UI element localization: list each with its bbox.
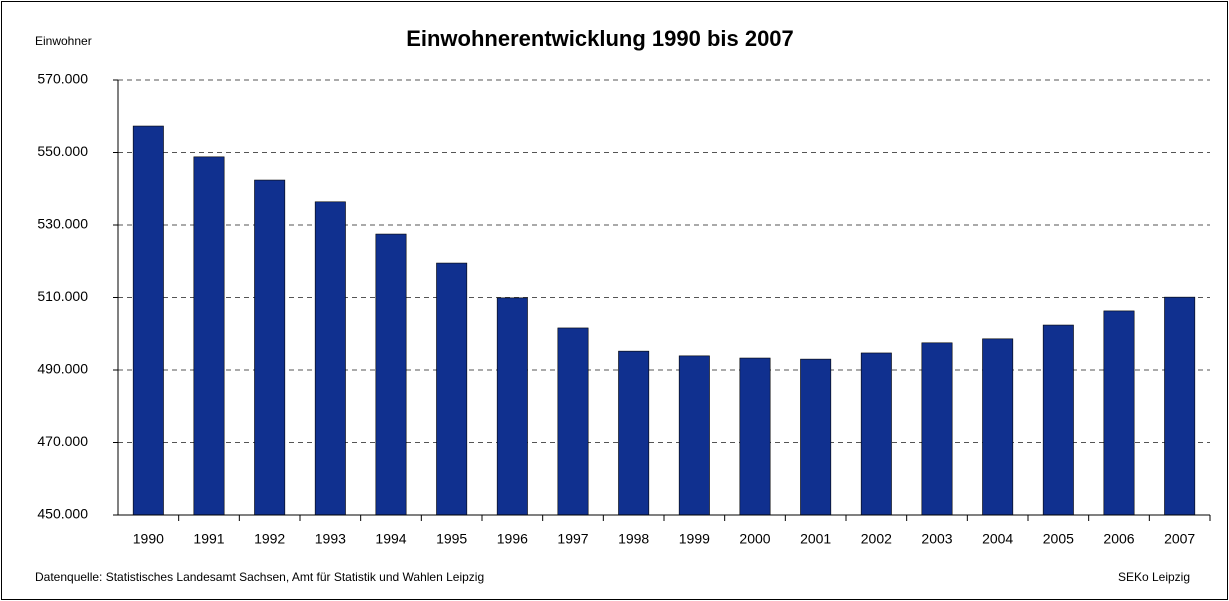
bar xyxy=(436,262,468,516)
x-tick-label: 2004 xyxy=(982,531,1013,547)
bar xyxy=(1042,324,1074,516)
x-tick-label: 1992 xyxy=(254,531,285,547)
x-tick-label: 1994 xyxy=(375,531,406,547)
x-tick-label: 2002 xyxy=(861,531,892,547)
bar xyxy=(739,357,771,516)
bar xyxy=(314,201,346,516)
x-tick-label: 1998 xyxy=(618,531,649,547)
y-tick-label: 530.000 xyxy=(37,216,88,232)
x-tick-label: 1999 xyxy=(679,531,710,547)
y-tick-label: 510.000 xyxy=(37,288,88,304)
bar xyxy=(618,350,650,516)
bar xyxy=(132,125,164,516)
bar xyxy=(860,352,892,516)
y-tick-label: 490.000 xyxy=(37,361,88,377)
y-axis-label: Einwohner xyxy=(35,34,92,48)
x-tick-label: 2003 xyxy=(921,531,952,547)
bar xyxy=(254,179,286,516)
credit: SEKo Leipzig xyxy=(1118,570,1190,584)
bar xyxy=(678,355,710,516)
bar xyxy=(557,327,589,516)
x-tick-label: 1990 xyxy=(133,531,164,547)
x-tick-label: 2000 xyxy=(739,531,770,547)
bar xyxy=(982,338,1014,516)
bar xyxy=(1164,296,1196,516)
bar xyxy=(921,342,953,516)
x-tick-label: 2007 xyxy=(1164,531,1195,547)
y-tick-label: 550.000 xyxy=(37,143,88,159)
y-tick-label: 570.000 xyxy=(37,71,88,87)
chart-title: Einwohnerentwicklung 1990 bis 2007 xyxy=(406,26,794,51)
y-tick-label: 470.000 xyxy=(37,433,88,449)
x-tick-label: 1991 xyxy=(193,531,224,547)
x-tick-label: 2005 xyxy=(1043,531,1074,547)
bar xyxy=(375,233,407,516)
x-tick-label: 1993 xyxy=(315,531,346,547)
source-note: Datenquelle: Statistisches Landesamt Sac… xyxy=(35,570,484,584)
bar xyxy=(193,156,225,516)
x-tick-label: 2001 xyxy=(800,531,831,547)
x-tick-label: 2006 xyxy=(1103,531,1134,547)
y-tick-label: 450.000 xyxy=(37,506,88,522)
bar xyxy=(1103,310,1135,516)
bar xyxy=(800,358,832,516)
x-tick-label: 1995 xyxy=(436,531,467,547)
x-tick-label: 1997 xyxy=(557,531,588,547)
bar xyxy=(496,297,528,516)
x-tick-label: 1996 xyxy=(497,531,528,547)
